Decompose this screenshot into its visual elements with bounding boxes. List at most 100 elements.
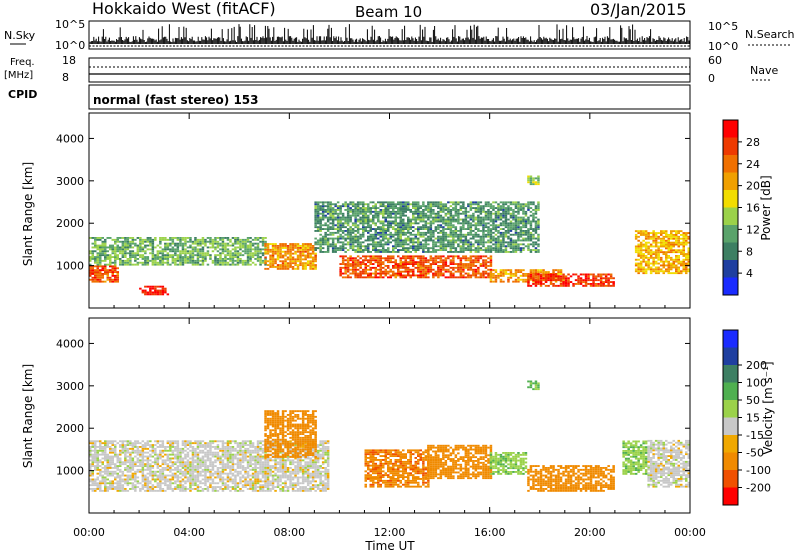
power-echo-cell (472, 207, 475, 209)
power-echo-cell (422, 214, 425, 217)
velocity-echo-cell (89, 440, 92, 443)
power-echo-cell (346, 220, 350, 223)
power-echo-cell (457, 276, 460, 279)
power-echo-cell (219, 261, 222, 264)
power-echo-cell (274, 250, 277, 253)
power-echo-cell (349, 265, 352, 267)
velocity-echo-cell (104, 484, 107, 487)
power-echo-cell (239, 252, 242, 255)
power-echo-cell (299, 247, 302, 249)
velocity-echo-cell (124, 468, 127, 471)
power-echo-cell (234, 242, 237, 245)
power-echo-cell (377, 243, 380, 246)
power-echo-cell (597, 284, 600, 287)
power-echo-cell (299, 252, 302, 255)
power-echo-cell (181, 258, 185, 260)
power-echo-cell (487, 201, 490, 204)
power-echo-cell (452, 216, 455, 219)
power-echo-cell (657, 249, 660, 252)
power-echo-cell (452, 230, 455, 232)
power-echo-cell (367, 205, 370, 208)
power-echo-cell (529, 177, 533, 180)
velocity-echo-cell (169, 484, 172, 487)
power-echo-cell (494, 228, 498, 230)
power-echo-cell (94, 274, 97, 277)
power-echo-cell (489, 268, 493, 271)
power-echo-cell (354, 261, 357, 264)
power-echo-cell (529, 271, 533, 273)
power-echo-cell (665, 251, 668, 254)
power-echo-cell (397, 210, 400, 213)
velocity-echo-cell (169, 467, 172, 469)
power-echo-cell (675, 241, 678, 244)
power-echo-cell (271, 243, 275, 245)
power-echo-cell (389, 203, 392, 206)
power-echo-cell (251, 252, 255, 255)
power-echo-cell (507, 218, 510, 221)
power-echo-cell (644, 249, 648, 252)
power-echo-cell (682, 247, 685, 250)
power-echo-cell (169, 238, 172, 241)
velocity-echo-cell (111, 451, 114, 454)
power-echo-cell (499, 207, 503, 209)
power-echo-cell (447, 251, 450, 253)
power-echo-cell (482, 255, 485, 258)
power-echo-cell (459, 207, 463, 209)
power-echo-cell (477, 249, 480, 251)
velocity-echo-cell (104, 478, 107, 481)
power-echo-cell (336, 216, 340, 219)
power-echo-cell (667, 247, 670, 250)
power-echo-cell (487, 239, 490, 242)
power-echo-cell (417, 216, 420, 219)
power-echo-cell (422, 251, 425, 253)
velocity-echo-cell (111, 455, 114, 458)
power-echo-cell (334, 247, 337, 250)
power-echo-cell (367, 203, 370, 206)
power-echo-cell (111, 280, 114, 283)
power-echo-cell (524, 210, 528, 213)
power-echo-cell (326, 239, 330, 242)
power-echo-cell (206, 240, 210, 243)
power-echo-cell (392, 226, 395, 229)
power-echo-cell (462, 274, 465, 277)
power-echo-cell (397, 212, 400, 215)
power-echo-cell (517, 278, 520, 281)
velocity-echo-cell (121, 486, 125, 488)
power-echo-cell (249, 244, 252, 247)
date-title: 03/Jan/2015 (590, 0, 687, 19)
power-echo-cell (557, 275, 560, 278)
power-echo-cell (429, 210, 433, 213)
power-echo-cell (276, 256, 280, 259)
power-echo-cell (449, 214, 453, 217)
velocity-echo-cell (106, 461, 109, 464)
velocity-echo-cell (164, 484, 167, 487)
power-echo-cell (434, 270, 438, 273)
power-echo-cell (234, 252, 237, 255)
power-echo-cell (94, 265, 97, 268)
power-echo-cell (249, 259, 252, 262)
power-echo-cell (264, 246, 267, 249)
power-echo-cell (241, 259, 245, 262)
power-echo-cell (489, 259, 493, 262)
power-echo-cell (509, 233, 513, 236)
power-echo-cell (149, 285, 152, 288)
power-echo-cell (234, 248, 237, 251)
power-echo-cell (101, 259, 104, 262)
power-echo-cell (402, 255, 405, 258)
power-echo-cell (204, 256, 207, 258)
power-echo-cell (271, 250, 275, 253)
power-echo-cell (392, 228, 395, 230)
power-echo-cell (124, 248, 127, 251)
power-echo-cell (462, 201, 465, 204)
power-echo-cell (186, 259, 190, 262)
power-echo-cell (439, 270, 443, 273)
power-echo-cell (479, 276, 483, 279)
power-echo-cell (449, 245, 453, 248)
power-echo-cell (434, 218, 438, 221)
power-echo-cell (349, 243, 352, 246)
power-echo-cell (394, 216, 397, 219)
power-echo-cell (502, 212, 505, 215)
power-echo-cell (682, 241, 685, 244)
power-echo-cell (587, 275, 590, 278)
power-echo-cell (547, 277, 550, 280)
